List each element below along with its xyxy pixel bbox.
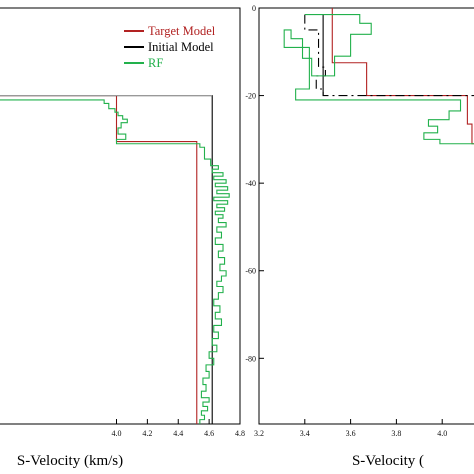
right-axes-frame: [258, 7, 474, 425]
right-series-rf: [283, 14, 474, 145]
right-x-tick-label: 3.2: [254, 429, 264, 438]
legend-label-rf: RF: [148, 56, 163, 70]
left-x-tick-label: 4.4: [173, 429, 183, 438]
left-x-tick-label: 4.2: [142, 429, 152, 438]
left-series-rf: [0, 99, 230, 424]
right-y-tick-label: -40: [245, 179, 256, 188]
legend: Target Model Initial Model RF: [124, 24, 216, 70]
right-x-tick-label: 3.6: [346, 429, 356, 438]
right-y-tick-label: 0: [252, 4, 256, 13]
right-y-tick-label: -80: [245, 354, 256, 363]
panel-right: 3.23.43.63.84.040-20-40-60-80S-Velocity …: [245, 4, 474, 469]
right-y-tick-label: -20: [245, 92, 256, 101]
left-x-axis-title: S-Velocity (km/s): [17, 453, 123, 469]
right-x-tick-label: 3.8: [391, 429, 401, 438]
left-x-tick-label: 4.0: [112, 429, 122, 438]
right-x-tick-label: 3.4: [300, 429, 310, 438]
right-y-tick-label: -60: [245, 267, 256, 276]
right-x-tick-label: 4.0: [437, 429, 447, 438]
right-x-axis-title: S-Velocity (: [352, 453, 424, 469]
panel-left: 4.0 4.2 4.4 4.6 4.8 S-Velocity (km/s) Target M…: [0, 7, 245, 469]
left-x-tick-label: 4.8: [235, 429, 245, 438]
legend-label-target-model: Target Model: [148, 24, 216, 38]
left-x-tick-label: 4.6: [204, 429, 214, 438]
legend-label-initial-model: Initial Model: [148, 40, 214, 54]
